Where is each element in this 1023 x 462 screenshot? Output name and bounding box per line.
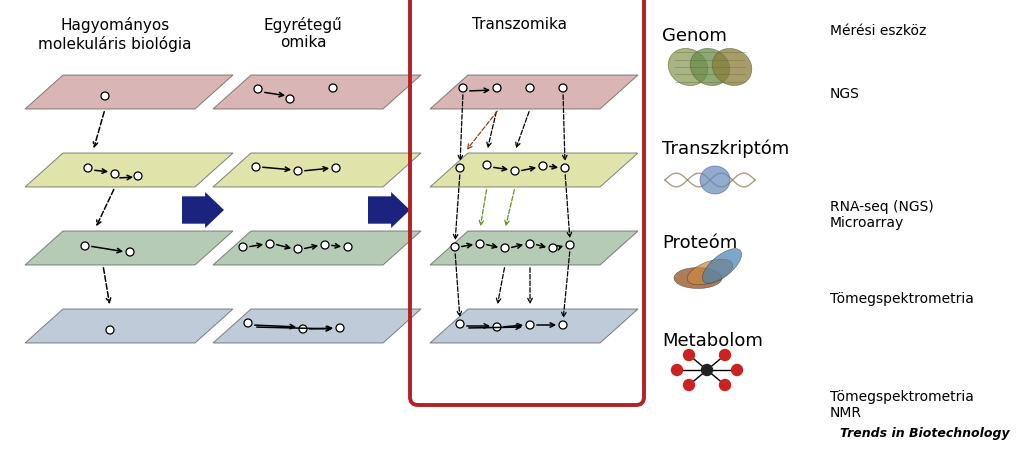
Ellipse shape (691, 49, 729, 85)
Circle shape (332, 164, 340, 172)
Polygon shape (213, 231, 421, 265)
Circle shape (702, 365, 712, 376)
Text: Egyrétegű
omika: Egyrétegű omika (264, 17, 343, 50)
Circle shape (134, 172, 142, 180)
Text: RNA-seq (NGS)
Microarray: RNA-seq (NGS) Microarray (830, 200, 934, 230)
Circle shape (526, 321, 534, 329)
Circle shape (344, 243, 352, 251)
Polygon shape (213, 153, 421, 187)
Circle shape (539, 162, 547, 170)
Circle shape (671, 365, 682, 376)
Circle shape (266, 240, 274, 248)
Circle shape (239, 243, 247, 251)
Polygon shape (368, 192, 410, 228)
Text: Trends in Biotechnology: Trends in Biotechnology (840, 427, 1010, 440)
Circle shape (294, 245, 302, 253)
Polygon shape (25, 153, 233, 187)
Circle shape (81, 242, 89, 250)
Ellipse shape (703, 249, 742, 283)
Circle shape (459, 84, 468, 92)
Circle shape (731, 365, 743, 376)
Circle shape (501, 244, 509, 252)
Circle shape (112, 170, 119, 178)
Circle shape (566, 241, 574, 249)
Ellipse shape (687, 259, 732, 285)
Text: Tömegspektrometria
NMR: Tömegspektrometria NMR (830, 390, 974, 420)
Polygon shape (430, 309, 638, 343)
Circle shape (244, 319, 252, 327)
Circle shape (294, 167, 302, 175)
Text: NGS: NGS (830, 87, 860, 101)
Circle shape (286, 95, 294, 103)
Circle shape (321, 241, 329, 249)
Polygon shape (213, 309, 421, 343)
Polygon shape (25, 231, 233, 265)
Circle shape (512, 167, 519, 175)
Circle shape (476, 240, 484, 248)
Circle shape (526, 240, 534, 248)
Circle shape (336, 324, 344, 332)
Circle shape (526, 84, 534, 92)
Polygon shape (430, 153, 638, 187)
Text: Hagyományos
molekuláris biológia: Hagyományos molekuláris biológia (38, 17, 191, 52)
Ellipse shape (700, 166, 730, 194)
Circle shape (451, 243, 459, 251)
Polygon shape (182, 192, 224, 228)
Circle shape (329, 84, 337, 92)
Polygon shape (25, 75, 233, 109)
Circle shape (252, 163, 260, 171)
Circle shape (549, 244, 557, 252)
Circle shape (559, 84, 567, 92)
Circle shape (101, 92, 109, 100)
Circle shape (254, 85, 262, 93)
Ellipse shape (668, 49, 708, 85)
Text: Metabolom: Metabolom (662, 332, 763, 350)
Circle shape (126, 248, 134, 256)
Circle shape (683, 349, 695, 360)
Circle shape (683, 379, 695, 390)
Polygon shape (430, 231, 638, 265)
Ellipse shape (712, 49, 752, 85)
Circle shape (561, 164, 569, 172)
Polygon shape (430, 75, 638, 109)
Text: Mérési eszköz: Mérési eszköz (830, 24, 927, 38)
Text: Genom: Genom (662, 27, 727, 45)
Text: Proteóm: Proteóm (662, 234, 738, 252)
Circle shape (456, 320, 464, 328)
Text: Transzomika: Transzomika (473, 17, 568, 32)
Polygon shape (213, 75, 421, 109)
Circle shape (719, 379, 730, 390)
Circle shape (456, 164, 464, 172)
Text: Transzkriptóm: Transzkriptóm (662, 140, 790, 158)
Text: Tömegspektrometria: Tömegspektrometria (830, 292, 974, 306)
Circle shape (483, 161, 491, 169)
Circle shape (719, 349, 730, 360)
Circle shape (84, 164, 92, 172)
Circle shape (493, 323, 501, 331)
Ellipse shape (674, 267, 722, 288)
Circle shape (559, 321, 567, 329)
Circle shape (106, 326, 114, 334)
Circle shape (299, 325, 307, 333)
Polygon shape (25, 309, 233, 343)
Circle shape (493, 84, 501, 92)
